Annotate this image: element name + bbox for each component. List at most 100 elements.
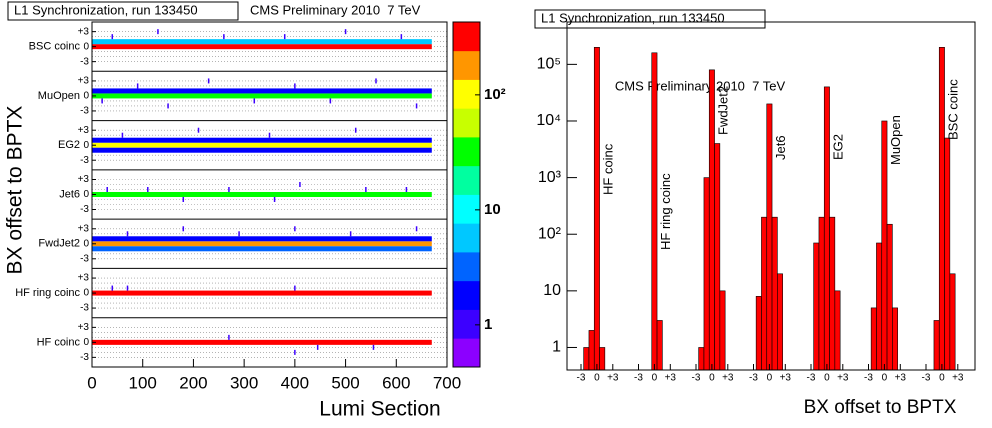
y-tick-label: 0 (83, 91, 89, 102)
plot-frame (91, 21, 448, 368)
x-tick-label: +3 (952, 373, 964, 384)
right-x-label: BX offset to BPTX (804, 397, 957, 418)
bar (593, 47, 600, 371)
bar (766, 103, 773, 371)
x-tick-label: 100 (129, 373, 157, 392)
cell (106, 187, 108, 192)
y-tick-label: -3 (80, 56, 89, 67)
colorbar-band (453, 309, 480, 316)
row-label: HF ring coinc (15, 287, 80, 299)
bar (823, 86, 830, 371)
colorbar-band (453, 303, 480, 310)
cell (329, 98, 332, 104)
band (92, 290, 432, 296)
band (92, 142, 432, 148)
colorbar-band (453, 137, 480, 144)
y-tick-label: 0 (83, 189, 89, 200)
cell (157, 29, 159, 35)
colorbar-label: 1 (484, 316, 492, 333)
cell (294, 285, 296, 291)
cell (167, 103, 169, 109)
cell (121, 132, 124, 138)
bar (829, 216, 836, 371)
colorbar-band (453, 280, 480, 287)
bar (777, 273, 783, 371)
title-box (7, 1, 239, 21)
row-label: MuOpen (38, 90, 80, 102)
cell (344, 29, 347, 35)
bar (944, 137, 951, 371)
x-tick-label: -3 (807, 373, 816, 384)
y-tick-label: +3 (78, 76, 90, 87)
group-label: FwdJet2 (715, 86, 730, 135)
bar (881, 120, 888, 371)
y-tick-label: -3 (80, 204, 89, 215)
colorbar-frame (452, 21, 481, 368)
colorbar-band (453, 257, 480, 264)
cell (294, 349, 296, 355)
y-tick-label: -3 (80, 155, 89, 166)
x-tick-label: 0 (709, 373, 715, 384)
group-label: Jet6 (773, 135, 788, 160)
colorbar-band (453, 125, 480, 132)
y-tick-label: +3 (78, 223, 90, 234)
cell (126, 231, 129, 237)
group-label: HF ring coinc (658, 173, 673, 250)
bar (886, 223, 893, 371)
bar (771, 216, 778, 371)
band (92, 147, 432, 153)
bar (588, 330, 595, 371)
colorbar-band (453, 50, 480, 57)
y-tick-label: -3 (80, 253, 89, 264)
cell (268, 132, 271, 138)
colorbar-band (453, 91, 480, 98)
x-tick-label: +3 (837, 373, 849, 384)
colorbar-band (453, 131, 480, 138)
colorbar-band (453, 142, 480, 149)
cell (375, 78, 377, 84)
colorbar-band (453, 79, 480, 86)
x-tick-label: 0 (824, 373, 830, 384)
colorbar-label: 10² (484, 86, 506, 103)
bar (761, 216, 768, 371)
colorbar-band (453, 240, 480, 247)
band (92, 88, 432, 94)
title-box (534, 9, 766, 29)
x-tick-label: 400 (281, 373, 309, 392)
colorbar-band (453, 361, 480, 368)
colorbar-band (453, 119, 480, 126)
cell (238, 231, 240, 237)
x-tick-label: 700 (433, 373, 461, 392)
left-title: L1 Synchronization, run 133450 (14, 2, 198, 17)
x-tick-label: 600 (382, 373, 410, 392)
colorbar-band (453, 194, 480, 201)
cell (253, 98, 256, 104)
colorbar-band (453, 73, 480, 80)
band (92, 192, 432, 197)
colorbar-band (453, 188, 480, 195)
right-annotation: CMS Preliminary 2010 7 TeV (615, 78, 786, 93)
colorbar-band (453, 338, 480, 345)
bar (949, 273, 956, 371)
cell (316, 344, 319, 350)
cell (207, 78, 210, 84)
x-tick-label: +3 (722, 373, 734, 384)
colorbar-band (453, 22, 480, 29)
cell (182, 226, 185, 232)
y-tick-label: -3 (80, 303, 89, 314)
colorbar-band (453, 114, 480, 121)
y-tick-label: 10⁴ (536, 112, 561, 129)
colorbar-band (453, 154, 480, 161)
x-tick-label: 0 (87, 373, 96, 392)
y-tick-label: +3 (78, 273, 90, 284)
band (92, 339, 432, 345)
bar (892, 307, 898, 371)
colorbar-band (453, 183, 480, 190)
cell (283, 34, 286, 40)
group-label: HF coinc (600, 143, 615, 195)
y-tick-label: 0 (83, 41, 89, 52)
cell (126, 285, 129, 291)
x-tick-label: 0 (939, 373, 945, 384)
bar (656, 320, 663, 371)
colorbar-band (453, 217, 480, 224)
